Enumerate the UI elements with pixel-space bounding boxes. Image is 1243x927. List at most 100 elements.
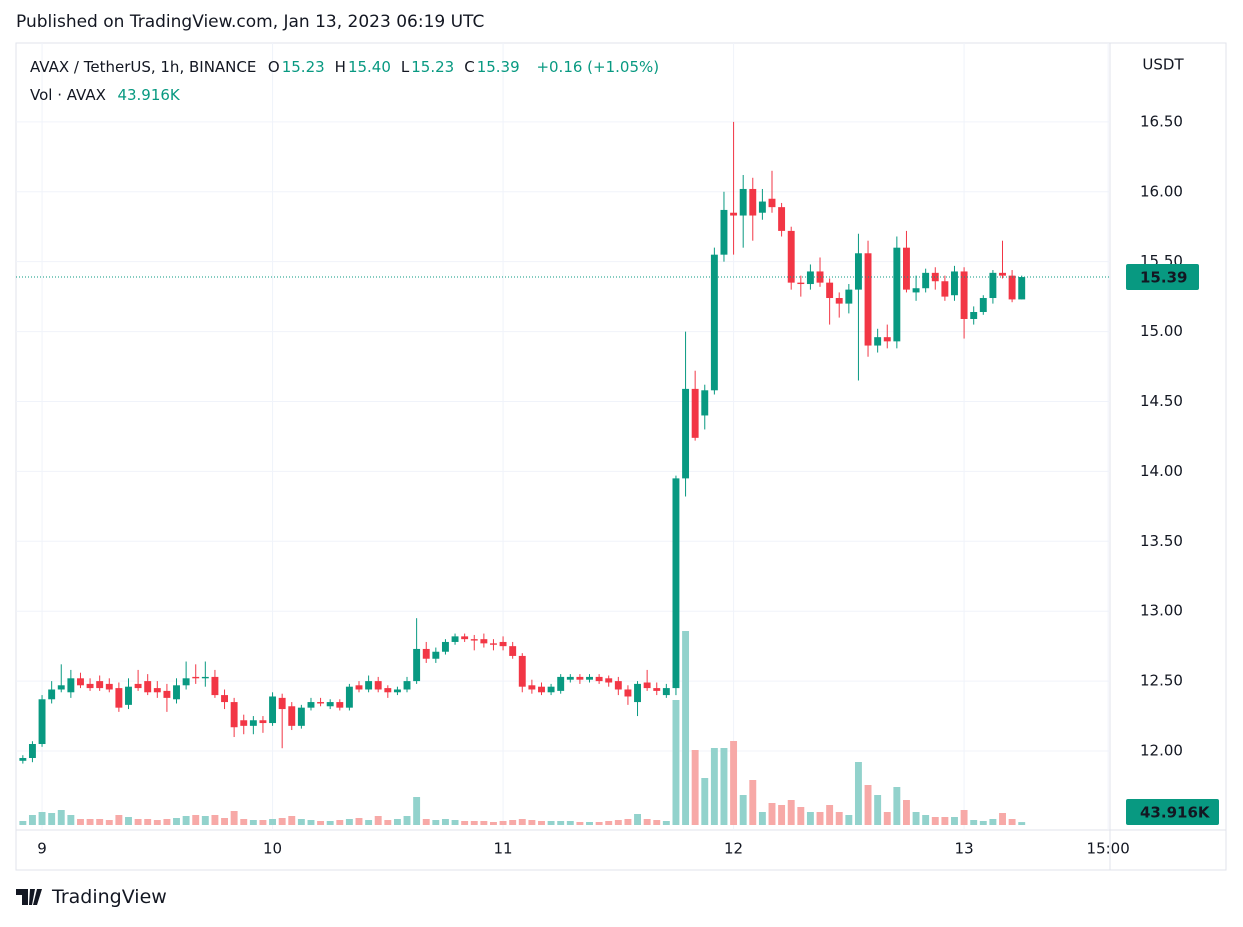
volume-bar [134,819,142,825]
candle-body [720,209,728,255]
candle-body [384,688,392,693]
volume-bar [662,821,670,825]
volume-bar [173,818,180,825]
candle-body [999,272,1006,276]
ohlc-label: O [267,58,280,76]
volume-bar [999,813,1006,825]
x-tick-label: 12 [724,840,743,858]
volume-bar [586,822,593,825]
candle-body [269,696,277,724]
volume-bar [595,822,603,825]
volume-bar [951,817,958,825]
candle-body [826,282,834,299]
candle-body [903,247,910,290]
volume-bar [470,821,478,825]
candle-body [941,281,949,297]
volume-bar [451,820,459,825]
candle-body [144,681,152,693]
symbol-legend: AVAX / TetherUS, 1h, BINANCE O 15.23 H 15.4… [30,58,661,76]
candle-body [336,702,344,708]
candle-body [547,686,555,693]
volume-bar [336,820,344,825]
volume-bar [826,805,834,825]
ohlc-label: H [334,58,346,76]
volume-bar [259,820,267,825]
candle-body [240,720,248,726]
candle-body [931,272,939,282]
candle-body [38,699,46,745]
candle-body [393,689,401,693]
volume-bar [739,795,747,825]
volume-bar [77,819,84,825]
ohlc-value: 15.39 [476,58,520,76]
volume-bar [518,819,526,825]
candle-body [739,188,747,216]
volume-bar [806,812,814,825]
brand-logo [16,889,42,905]
candle-body [48,689,56,700]
volume-bar [240,819,248,825]
volume-bar [864,785,872,825]
volume-bar [96,819,104,825]
candle-body [662,688,670,696]
candle-body [413,648,421,682]
volume-bar [682,631,690,825]
volume-bar [854,762,862,825]
candle-body [883,337,891,342]
candle-body [499,641,507,647]
candle-body [365,681,373,690]
volume-bar [787,800,795,825]
volume-bar [720,748,728,825]
volume-bar [163,819,171,825]
candle-body [643,682,651,689]
volume-bar [893,787,901,825]
candle-body [403,681,411,690]
candle-body [922,272,930,289]
volume-bar [557,821,565,825]
candle-body [672,478,680,689]
candle-body [422,648,430,659]
volume-bar [19,821,27,825]
volume-bar [153,820,161,825]
candle-body [173,685,180,700]
candle-body [979,298,987,312]
candle-body [470,639,478,641]
volume-bar [432,820,440,825]
candle-body [758,201,766,213]
volume-bar [730,741,738,825]
volume-bar [317,821,325,825]
candle-body [806,271,814,285]
volume-bar [230,811,238,825]
volume-bar [1008,819,1016,825]
volume-bar [489,822,497,825]
x-tick-label: 13 [955,840,974,858]
volume-bar [845,815,853,825]
volume-bar [67,815,75,825]
candle-body [105,683,113,690]
ohlc-label: L [400,58,410,76]
volume-bar [634,814,641,825]
volume-bar [461,821,469,825]
volume-bar [38,812,46,825]
candle-body [451,636,459,642]
candle-body [960,271,968,319]
volume-bar [883,812,891,825]
candle-body [778,207,786,231]
volume-bar [422,819,430,825]
volume-bar [528,820,536,825]
candle-body [605,678,613,683]
candle-body [797,282,805,285]
volume-bar [384,820,392,825]
candle-body [845,289,853,304]
candle-body [749,188,757,216]
candle-body [970,311,978,319]
volume-bar [499,821,507,825]
volume-bar [297,819,305,825]
volume-bar [86,819,94,825]
candle-body [201,676,209,679]
volume-bar [144,819,152,825]
candle-body [989,272,997,299]
y-tick-label: 12.50 [1140,672,1183,690]
candle-body [221,695,228,703]
